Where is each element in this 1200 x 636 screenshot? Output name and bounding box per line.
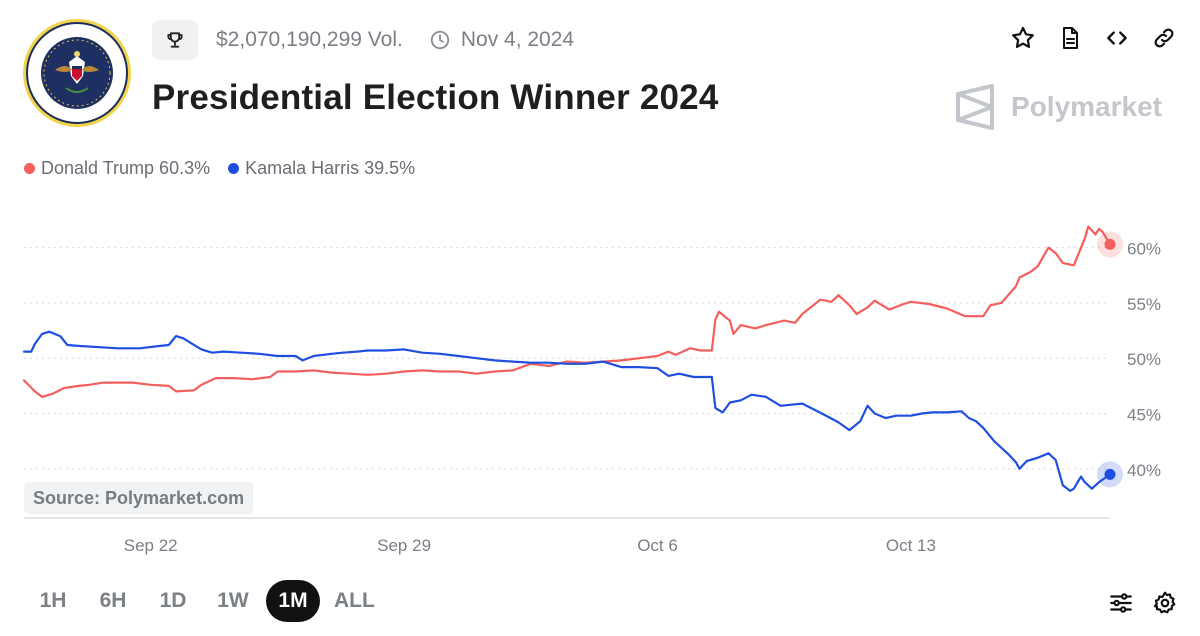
series-line-donald-trump — [22, 225, 1112, 398]
volume-text: $2,070,190,299 Vol. — [216, 28, 403, 51]
legend-dot-harris — [228, 163, 240, 174]
source-label: Source: Polymarket.com — [24, 482, 254, 514]
range-button-1w[interactable]: 1W — [217, 589, 249, 612]
probability-line-chart: 40% 45% 50% 55% 60% Sep 22 Sep 29 Oct 6 Oct 13 — [22, 225, 1161, 555]
presidential-seal-logo — [23, 19, 131, 127]
y-tick-label-55: 55% — [1127, 295, 1161, 314]
end-marker-donald-trump — [1104, 238, 1116, 250]
sliders-icon[interactable] — [1108, 590, 1134, 621]
code-icon[interactable] — [1103, 24, 1131, 52]
document-icon[interactable] — [1056, 24, 1084, 52]
legend-dot-trump — [24, 163, 35, 174]
series-line-kamala-harris — [22, 330, 1112, 492]
range-button-1d[interactable]: 1D — [159, 589, 187, 612]
legend-item-trump: Donald Trump 60.3% — [24, 158, 210, 179]
legend-label-trump: Donald Trump 60.3% — [41, 158, 211, 178]
end-marker-kamala-harris — [1104, 468, 1116, 480]
y-tick-label-60: 60% — [1127, 240, 1161, 259]
y-tick-label-40: 40% — [1127, 461, 1161, 480]
polymarket-logo-icon — [956, 84, 995, 130]
x-tick-label: Sep 29 — [377, 536, 431, 555]
clock-icon — [429, 29, 451, 51]
chart-legend: Donald Trump 60.3% Kamala Harris 39.5% — [24, 158, 415, 179]
legend-item-harris: Kamala Harris 39.5% — [228, 158, 415, 179]
legend-label-harris: Kamala Harris 39.5% — [245, 158, 416, 178]
page-title: Presidential Election Winner 2024 — [152, 78, 719, 117]
brand-name: Polymarket — [1011, 91, 1162, 122]
end-date-text: Nov 4, 2024 — [460, 28, 575, 51]
range-button-1h[interactable]: 1H — [39, 589, 67, 612]
y-tick-label-45: 45% — [1127, 406, 1161, 425]
x-tick-label: Oct 6 — [637, 536, 678, 555]
trophy-icon[interactable] — [152, 20, 198, 60]
link-icon[interactable] — [1150, 24, 1178, 52]
x-tick-label: Oct 13 — [886, 536, 936, 555]
range-button-1m[interactable]: 1M — [266, 580, 320, 622]
star-icon[interactable] — [1009, 24, 1037, 52]
range-button-all[interactable]: ALL — [334, 589, 375, 612]
time-range-selector: 1H 6H 1D 1W 1M ALL — [26, 580, 383, 622]
settings-icon[interactable] — [1152, 590, 1178, 621]
y-tick-label-50: 50% — [1127, 350, 1161, 369]
range-button-6h[interactable]: 6H — [99, 589, 127, 612]
polymarket-brand: Polymarket — [955, 84, 1162, 130]
x-tick-label: Sep 22 — [124, 536, 178, 555]
